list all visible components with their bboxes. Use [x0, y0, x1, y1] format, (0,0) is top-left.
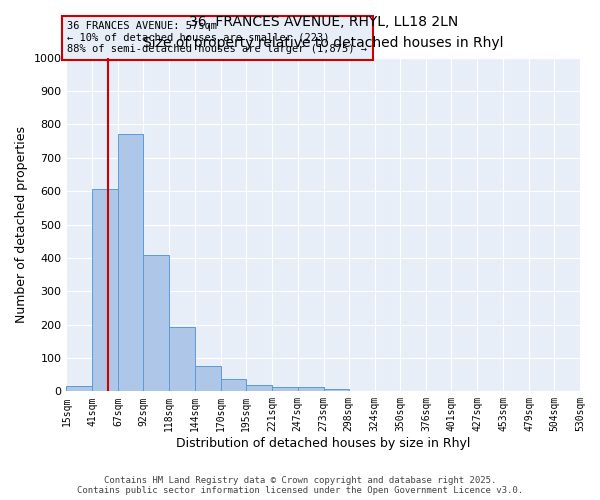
- Bar: [324, 388, 349, 392]
- Bar: [67, 386, 92, 392]
- Bar: [221, 379, 246, 392]
- Bar: [195, 366, 221, 392]
- Text: Contains HM Land Registry data © Crown copyright and database right 2025.
Contai: Contains HM Land Registry data © Crown c…: [77, 476, 523, 495]
- Bar: [118, 134, 143, 392]
- X-axis label: Distribution of detached houses by size in Rhyl: Distribution of detached houses by size …: [176, 437, 470, 450]
- Bar: [92, 190, 118, 392]
- Bar: [143, 254, 169, 392]
- Bar: [272, 386, 298, 392]
- Bar: [246, 386, 272, 392]
- Bar: [169, 327, 195, 392]
- Title: 36, FRANCES AVENUE, RHYL, LL18 2LN
Size of property relative to detached houses : 36, FRANCES AVENUE, RHYL, LL18 2LN Size …: [143, 15, 503, 50]
- Y-axis label: Number of detached properties: Number of detached properties: [15, 126, 28, 323]
- Bar: [298, 387, 324, 392]
- Text: 36 FRANCES AVENUE: 57sqm
← 10% of detached houses are smaller (223)
88% of semi-: 36 FRANCES AVENUE: 57sqm ← 10% of detach…: [67, 21, 367, 54]
